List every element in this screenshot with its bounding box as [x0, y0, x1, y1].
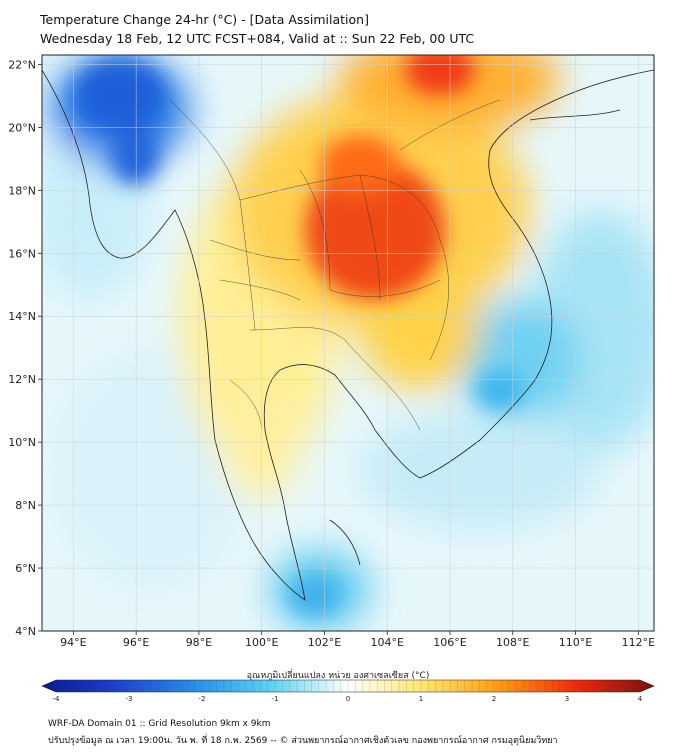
footer-credit: ปรับปรุงข้อมูล ณ เวลา 19:00น. วัน พ. ที่…: [48, 736, 558, 746]
lon-tick-label: 96°E: [123, 636, 149, 649]
lat-tick-label: 20°N: [8, 121, 36, 134]
lat-tick-label: 18°N: [8, 184, 36, 197]
colorbar-tick-label: -3: [126, 695, 133, 703]
colorbar-tick-label: 3: [565, 695, 569, 703]
lat-tick-label: 4°N: [15, 625, 36, 638]
map-frame: [41, 54, 655, 632]
lon-tick-label: 94°E: [60, 636, 86, 649]
lat-tick-label: 22°N: [8, 58, 36, 71]
colorbar-tick-label: -1: [272, 695, 279, 703]
lat-tick-label: 14°N: [8, 310, 36, 323]
lon-tick-label: 98°E: [186, 636, 212, 649]
lat-tick-label: 12°N: [8, 373, 36, 386]
lat-tick-label: 6°N: [15, 562, 36, 575]
lat-tick-label: 8°N: [15, 499, 36, 512]
colorbar-tick-label: 0: [346, 695, 350, 703]
lon-tick-label: 106°E: [433, 636, 466, 649]
longitude-axis: 94°E 96°E 98°E 100°E 102°E 104°E 106°E 108°E 110…: [60, 631, 655, 649]
chart-subtitle: Wednesday 18 Feb, 12 UTC FCST+084, Valid…: [40, 31, 475, 46]
colorbar-tick-label: 2: [492, 695, 496, 703]
latitude-axis: 22°N 20°N 18°N 16°N 14°N 12°N 10°N 8°N 6°N 4°N: [8, 58, 42, 638]
colorbar-label: อุณหภูมิเปลี่ยนแปลง หน่วย องศาเซลเซียส (…: [246, 671, 430, 681]
colorbar: -4 -3 -2 -1 0 1 2 3 4: [41, 679, 655, 703]
lat-tick-label: 10°N: [8, 436, 36, 449]
temperature-field: [42, 55, 654, 631]
colorbar-ticks: -4 -3 -2 -1 0 1 2 3 4: [53, 680, 643, 703]
colorbar-tick-label: -4: [53, 695, 61, 703]
lon-tick-label: 112°E: [622, 636, 655, 649]
chart-title: Temperature Change 24-hr (°C) - [Data As…: [40, 12, 369, 27]
lon-tick-label: 110°E: [559, 636, 592, 649]
lon-tick-label: 102°E: [308, 636, 341, 649]
lon-tick-label: 104°E: [371, 636, 404, 649]
lat-tick-label: 16°N: [8, 247, 36, 260]
lon-tick-label: 100°E: [245, 636, 278, 649]
colorbar-tick-label: 1: [419, 695, 423, 703]
colorbar-tick-label: 4: [638, 695, 643, 703]
lon-tick-label: 108°E: [496, 636, 529, 649]
colorbar-tick-label: -2: [199, 695, 206, 703]
footer-domain-info: WRF-DA Domain 01 :: Grid Resolution 9km …: [48, 719, 271, 729]
coastlines: [42, 69, 654, 601]
